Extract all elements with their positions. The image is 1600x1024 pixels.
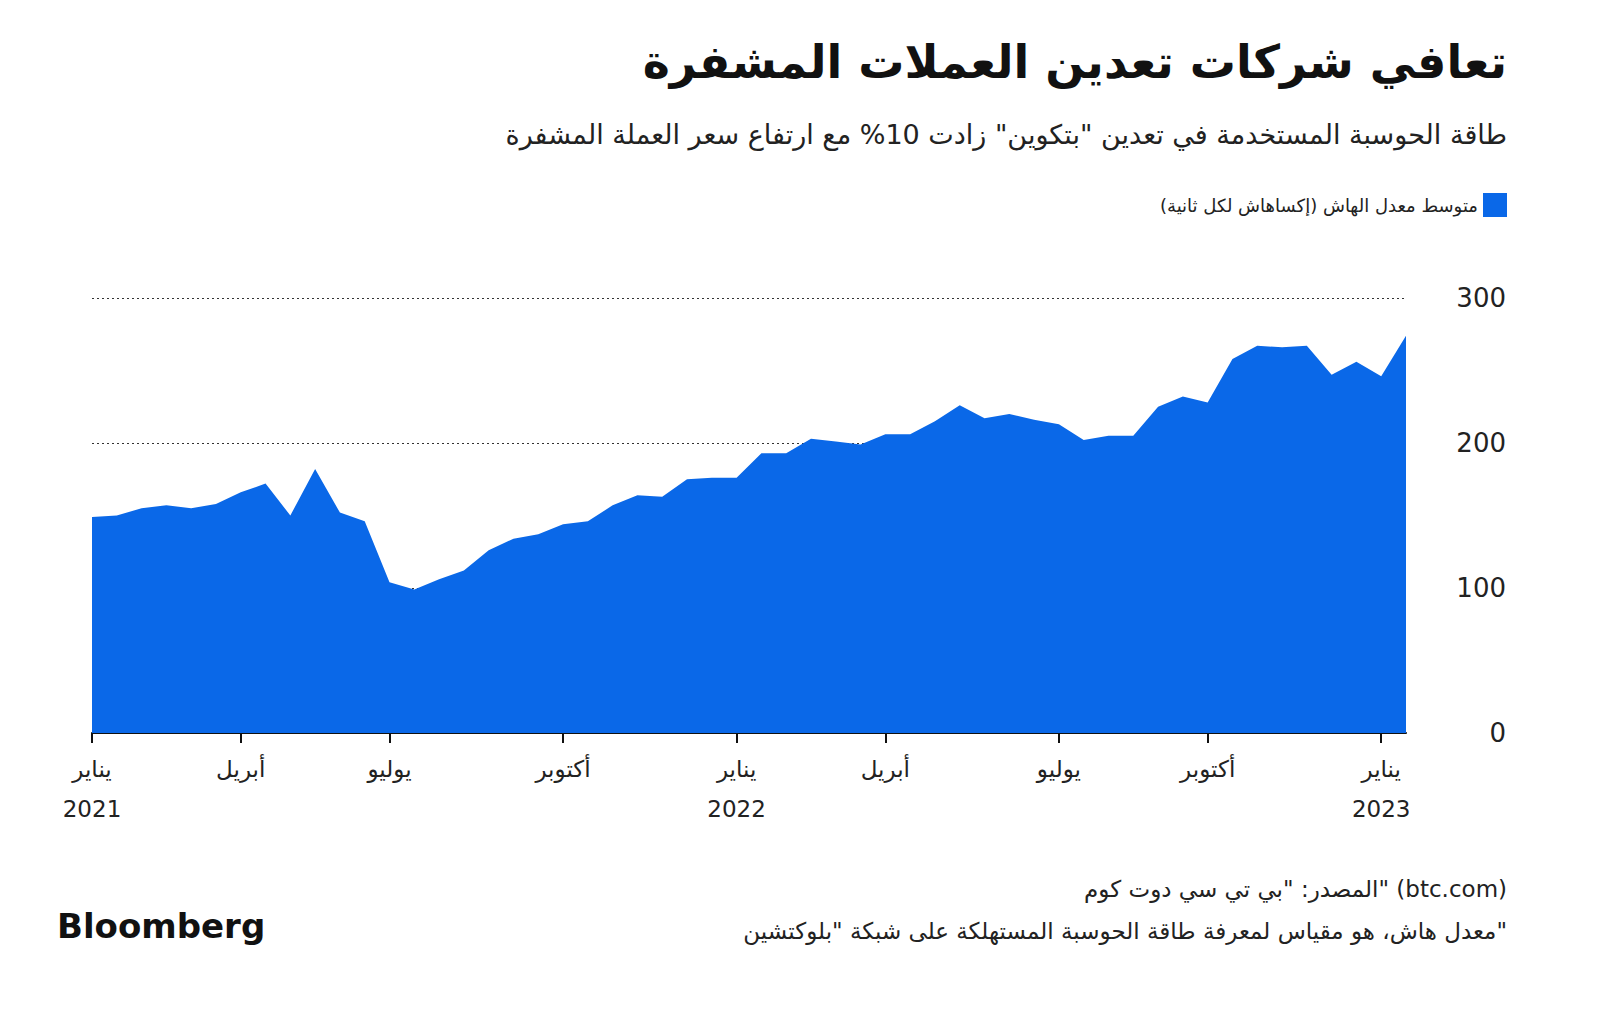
svg-text:300: 300 [1456,283,1506,313]
svg-text:يناير: يناير [1360,756,1400,783]
svg-text:المصدر: "بي تي سي دوت كوم" (bt: المصدر: "بي تي سي دوت كوم" (btc.com) [1084,876,1507,903]
svg-text:Bloomberg: Bloomberg [57,906,265,946]
svg-text:متوسط معدل الهاش (إكساهاش لكل: متوسط معدل الهاش (إكساهاش لكل ثانية) [1160,195,1478,217]
svg-text:طاقة الحوسبة المستخدمة في تعدي: طاقة الحوسبة المستخدمة في تعدين "بتكوين"… [506,119,1508,151]
svg-text:أكتوبر: أكتوبر [1179,754,1235,783]
svg-text:أبريل: أبريل [216,754,265,783]
svg-text:أكتوبر: أكتوبر [534,754,590,783]
svg-text:يناير: يناير [716,756,756,783]
svg-text:معدل هاش، هو مقياس لمعرفة طاقة: معدل هاش، هو مقياس لمعرفة طاقة الحوسبة ا… [743,918,1507,945]
svg-text:2022: 2022 [707,796,766,822]
svg-text:أبريل: أبريل [861,754,910,783]
svg-text:2023: 2023 [1352,796,1411,822]
svg-text:يوليو: يوليو [366,756,411,783]
svg-text:يوليو: يوليو [1036,756,1081,783]
svg-text:100: 100 [1456,573,1506,603]
svg-text:0: 0 [1489,718,1506,748]
svg-text:200: 200 [1456,428,1506,458]
svg-text:2021: 2021 [63,796,122,822]
svg-text:تعافي شركات تعدين العملات المش: تعافي شركات تعدين العملات المشفرة [643,35,1507,89]
svg-text:يناير: يناير [71,756,111,783]
